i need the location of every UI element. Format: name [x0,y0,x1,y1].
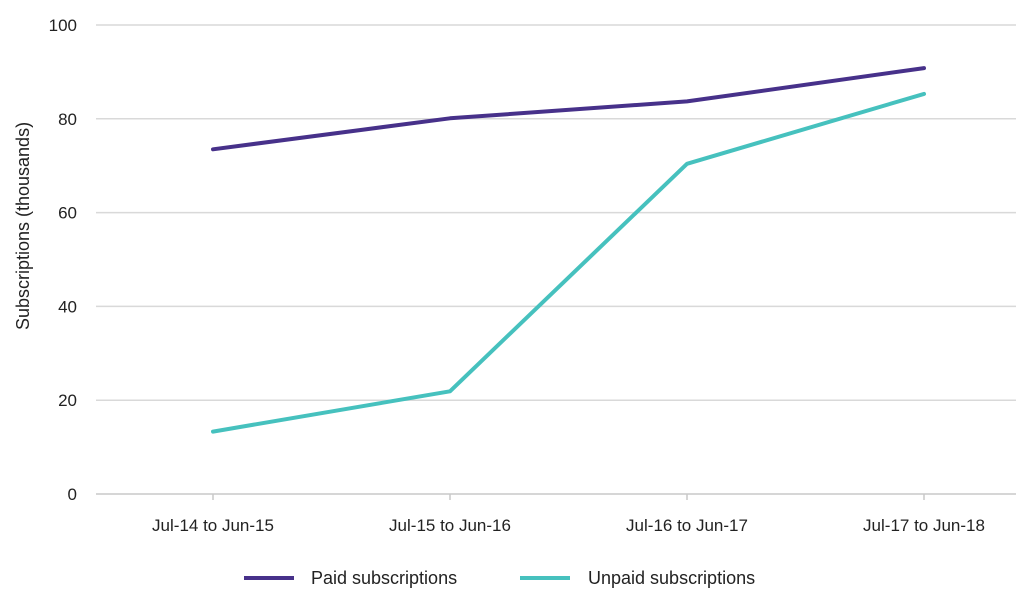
legend-item: Paid subscriptions [244,568,457,588]
tick-labels: 0 20 40 60 80 100 Jul-14 to Jun-15 Jul-15 to Ju… [49,16,985,535]
legend-label: Paid subscriptions [311,568,457,588]
y-tick-label: 60 [58,204,77,223]
series-line-unpaid [211,91,926,434]
y-tick-label: 80 [58,110,77,129]
series-lines [211,66,926,434]
legend-label: Unpaid subscriptions [588,568,755,588]
y-tick-label: 20 [58,391,77,410]
x-tick-label: Jul-17 to Jun-18 [863,516,985,535]
y-tick-label: 100 [49,16,77,35]
x-tick-label: Jul-14 to Jun-15 [152,516,274,535]
gridlines [96,24,1016,401]
series-line-paid [211,66,926,152]
x-tick-label: Jul-16 to Jun-17 [626,516,748,535]
legend: Paid subscriptions Unpaid subscriptions [244,568,755,588]
y-tick-label: 40 [58,297,77,316]
legend-item: Unpaid subscriptions [520,568,755,588]
y-tick-label: 0 [68,485,77,504]
y-axis-title: Subscriptions (thousands) [13,122,33,330]
x-tick-label: Jul-15 to Jun-16 [389,516,511,535]
axes [96,493,1016,500]
